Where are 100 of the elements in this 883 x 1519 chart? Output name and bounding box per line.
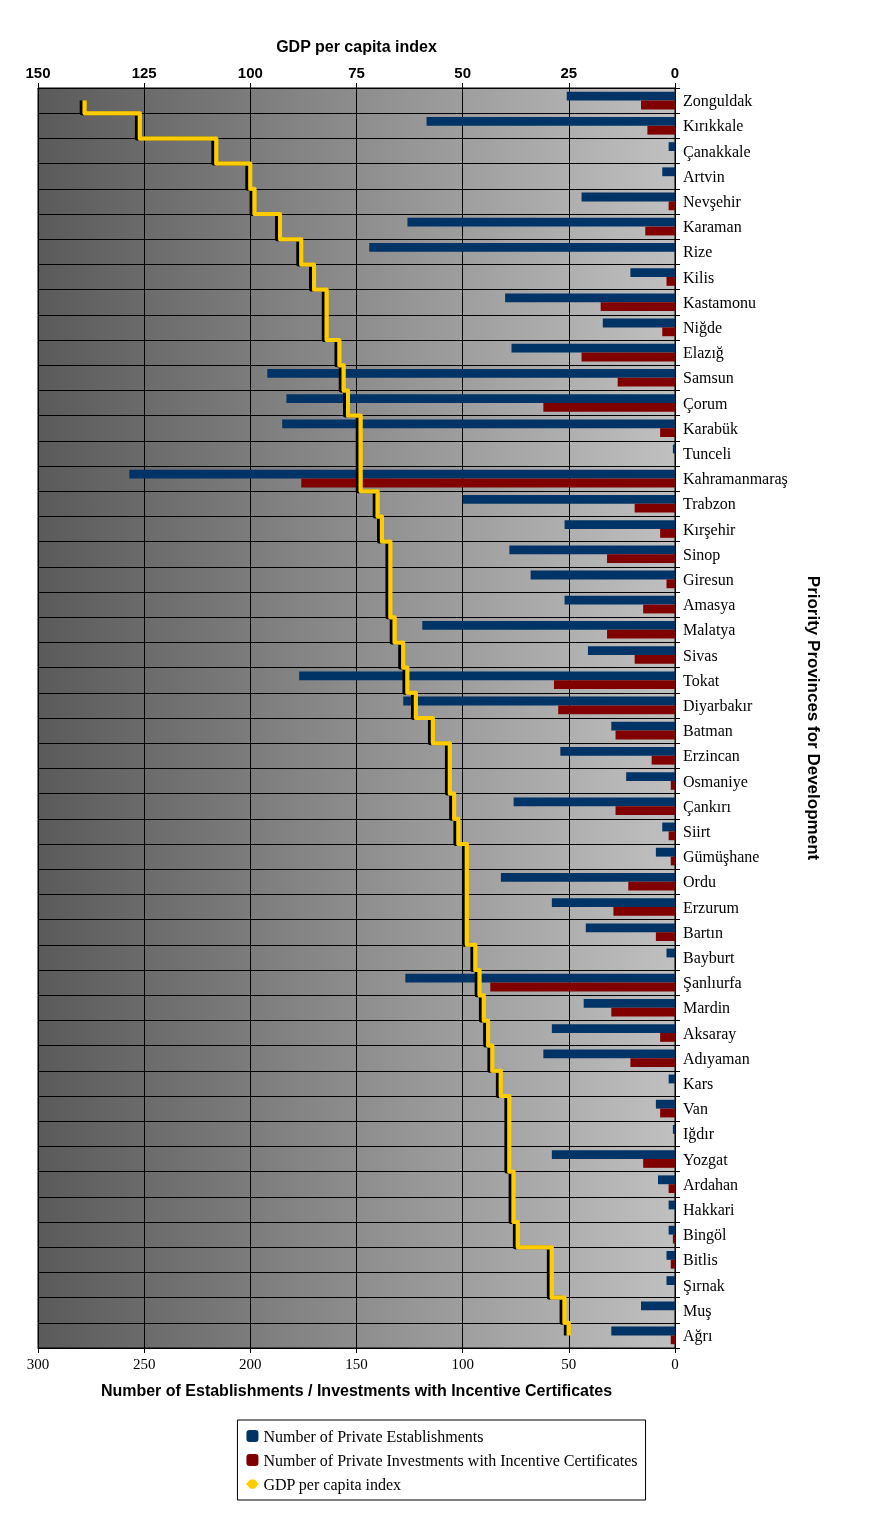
- bar: [662, 822, 675, 832]
- y-tick-label: Yozgat: [683, 1150, 729, 1169]
- bar: [553, 680, 675, 690]
- bar: [509, 545, 675, 555]
- y-tick-label: Diyarbakır: [683, 696, 753, 715]
- x-tick-label: 150: [345, 1355, 368, 1372]
- y-tick-label: Zonguldak: [683, 92, 753, 111]
- bar: [615, 806, 675, 816]
- bar: [564, 520, 675, 529]
- bar: [500, 872, 675, 882]
- bar: [643, 604, 675, 614]
- bar: [513, 797, 675, 807]
- bar: [299, 671, 675, 681]
- y-tick-label: Kahramanmaraş: [683, 470, 788, 489]
- bar: [286, 394, 675, 403]
- y-tick-label: Osmaniye: [683, 772, 748, 791]
- bar: [422, 620, 675, 630]
- bar: [426, 116, 675, 126]
- x2-axis-title: GDP per capita index: [276, 37, 437, 55]
- y-tick-label: Muş: [683, 1301, 712, 1320]
- y-tick-label: Adıyaman: [683, 1049, 750, 1068]
- bar: [666, 579, 675, 589]
- bar: [655, 1099, 675, 1109]
- y-tick-label: Şırnak: [683, 1276, 725, 1295]
- y-tick-label: Bartın: [683, 923, 723, 941]
- bar: [668, 1184, 675, 1194]
- y-tick-label: Van: [683, 1100, 708, 1118]
- y-tick-label: Karaman: [683, 218, 742, 236]
- y-tick-label: Artvin: [683, 167, 725, 185]
- y-tick-label: Şanlıurfa: [683, 974, 742, 993]
- y-tick-label: Kars: [683, 1074, 714, 1092]
- bar: [660, 428, 675, 438]
- bar: [615, 730, 675, 740]
- bar: [462, 494, 675, 504]
- x-tick-label: 100: [451, 1355, 474, 1372]
- bar: [666, 1250, 675, 1260]
- bar: [672, 1124, 675, 1134]
- bar: [583, 998, 675, 1008]
- bar: [301, 478, 675, 488]
- bar: [511, 343, 675, 353]
- y-tick-label: Erzincan: [683, 747, 740, 765]
- bar: [129, 469, 675, 479]
- bar: [662, 327, 675, 337]
- bar: [668, 1225, 675, 1235]
- bar: [645, 226, 675, 236]
- bar: [666, 277, 675, 286]
- y-tick-label: Ordu: [683, 873, 716, 891]
- bar: [551, 1024, 675, 1033]
- x2-tick-label: 150: [25, 64, 51, 81]
- y-tick-label: Aksaray: [683, 1024, 737, 1043]
- bar: [660, 1033, 675, 1042]
- bar: [670, 1259, 675, 1269]
- bar: [282, 419, 675, 429]
- bar: [407, 217, 675, 227]
- y-tick-label: Kastamonu: [683, 293, 756, 311]
- y-tick-label: Erzurum: [683, 898, 740, 916]
- y-tick-label: Tokat: [683, 671, 720, 689]
- bar: [551, 1150, 675, 1159]
- x-tick-label: 250: [132, 1355, 156, 1372]
- y-tick-label: Bayburt: [683, 948, 736, 967]
- y-tick-label: Çorum: [683, 394, 728, 413]
- bar: [670, 781, 675, 790]
- y-tick-label: Elazığ: [683, 344, 724, 363]
- bar: [660, 1108, 675, 1118]
- x-tick-label: 50: [561, 1355, 577, 1372]
- bar: [585, 923, 675, 933]
- bar: [600, 302, 675, 312]
- bar: [602, 318, 675, 328]
- bar: [543, 1049, 675, 1059]
- y-tick-label: Çanakkale: [683, 142, 751, 161]
- bar: [566, 91, 675, 101]
- bar: [670, 1335, 675, 1345]
- bar: [581, 352, 675, 362]
- bar: [587, 646, 675, 655]
- bar: [369, 242, 675, 252]
- y-tick-label: Mardin: [683, 999, 731, 1017]
- bar: [634, 503, 675, 513]
- bar: [490, 982, 675, 992]
- legend-label: GDP per capita index: [263, 1475, 402, 1494]
- bar: [647, 125, 675, 135]
- y-tick-label: Niğde: [683, 318, 723, 337]
- y-tick-label: Tunceli: [683, 444, 732, 462]
- y-tick-label: Ardahan: [683, 1175, 739, 1193]
- y-tick-label: Ağrı: [683, 1326, 713, 1345]
- y-tick-label: Rize: [683, 243, 713, 261]
- y-tick-label: Kırıkkale: [683, 117, 744, 135]
- x2-tick-label: 125: [131, 64, 157, 81]
- x2-tick-label: 0: [670, 64, 680, 81]
- bar: [668, 201, 675, 211]
- bar: [660, 529, 675, 538]
- bar: [581, 192, 675, 202]
- y-tick-label: Karabük: [683, 419, 739, 437]
- y-tick-label: Bingöl: [683, 1226, 728, 1245]
- bar: [643, 1159, 675, 1168]
- x-axis-title: Number of Establishments / Investments with Incentive Certificates: [100, 1381, 613, 1399]
- y-tick-label: Çankırı: [683, 797, 732, 816]
- x-tick-label: 200: [239, 1355, 262, 1372]
- bar: [607, 629, 675, 639]
- bar: [651, 755, 675, 765]
- y-tick-label: Gümüşhane: [683, 848, 760, 867]
